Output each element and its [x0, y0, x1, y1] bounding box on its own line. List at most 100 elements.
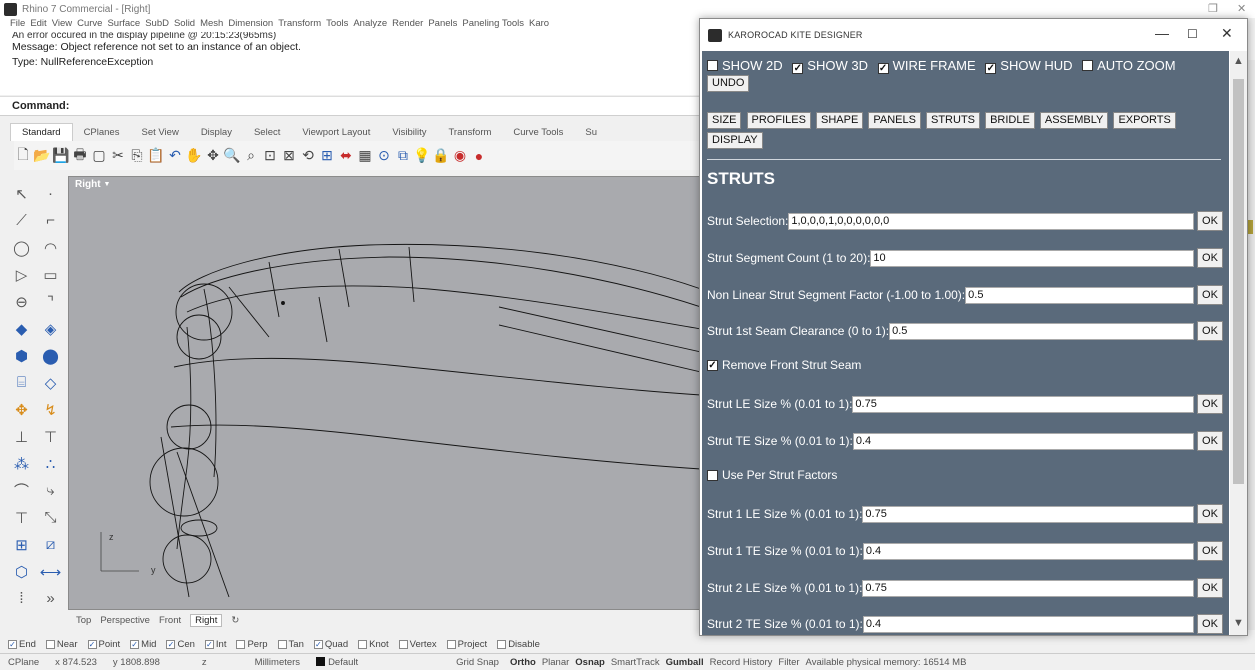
ok-strut-1-te-button[interactable]: OK [1197, 541, 1223, 561]
osnap-int[interactable]: ✓ Int [204, 639, 226, 650]
cplane-icon[interactable]: ⬌ [340, 147, 352, 163]
zoom-icon[interactable]: 🔍 [223, 147, 241, 163]
arc-icon[interactable]: ◠ [43, 239, 58, 257]
pan-icon[interactable]: ✋ [185, 147, 203, 163]
tab-front[interactable]: Front [158, 614, 182, 626]
undo-view-icon[interactable]: ⟲ [302, 147, 314, 163]
print-icon[interactable]: 🖶 [73, 145, 87, 162]
trim-icon[interactable]: ⊤ [43, 428, 58, 446]
close-icon[interactable]: ✕ [1237, 3, 1247, 15]
osnap-checkbox[interactable]: ✓ [130, 639, 140, 649]
option-show-hud[interactable]: ✓ SHOW HUD [985, 58, 1073, 74]
tab-right[interactable]: Right [190, 613, 223, 627]
option-show-3d[interactable]: ✓ SHOW 3D [792, 58, 868, 74]
cut-icon[interactable]: ✂ [112, 147, 124, 163]
split-icon[interactable]: ⊥ [14, 428, 29, 446]
scroll-up-icon[interactable]: ▲ [1233, 55, 1244, 67]
row-use-per-strut[interactable]: Use Per Strut Factors [707, 468, 837, 482]
array-icon[interactable]: ⊞ [15, 536, 28, 554]
osnap-disable[interactable]: Disable [497, 639, 540, 650]
osnap-end[interactable]: ✓ End [8, 639, 36, 650]
tab-curve-tools[interactable]: Curve Tools [513, 127, 564, 138]
viewport-title[interactable]: Right ▼ [75, 179, 110, 190]
dialog-scrollbar[interactable]: ▲ ▼ [1230, 51, 1247, 635]
rectangle-icon[interactable]: ▭ [43, 266, 58, 284]
dialog-close-icon[interactable]: ✕ [1221, 25, 1233, 41]
osnap-checkbox[interactable] [446, 639, 456, 649]
layer-icon[interactable]: ⧉ [398, 147, 408, 163]
box-icon[interactable]: ⬢ [14, 347, 29, 365]
checkbox-remove-front-seam[interactable]: ✓ [707, 359, 718, 371]
light-icon[interactable]: 💡 [413, 147, 431, 163]
refresh-icon[interactable]: ↻ [231, 614, 240, 626]
status-filter[interactable]: Filter [778, 656, 800, 668]
ok-seam-clearance-button[interactable]: OK [1197, 321, 1223, 341]
panel-tab-icon[interactable] [1246, 220, 1253, 234]
ok-nonlinear-factor-button[interactable]: OK [1197, 285, 1223, 305]
osnap-vertex[interactable]: Vertex [398, 639, 437, 650]
status-planar[interactable]: Planar [541, 656, 570, 668]
status-layer[interactable]: Default [308, 656, 448, 668]
checkbox-show-2d[interactable] [707, 60, 718, 71]
checkbox-use-per-strut[interactable] [707, 469, 718, 481]
loft-icon[interactable]: ◈ [44, 320, 57, 338]
menu-curve[interactable]: Curve [77, 18, 103, 29]
mirror-icon[interactable]: ⊤ [14, 509, 29, 527]
status-grid-snap[interactable]: Grid Snap [456, 656, 499, 668]
group-icon[interactable]: ⁂ [14, 455, 29, 473]
join-icon[interactable]: ∴ [45, 455, 56, 473]
tab-transform[interactable]: Transform [448, 127, 492, 138]
mesh-icon[interactable]: ⬡ [14, 563, 29, 581]
right-viewport[interactable]: Right ▼ z y [68, 176, 700, 610]
osnap-mid[interactable]: ✓ Mid [130, 639, 156, 650]
menu-subd[interactable]: SubD [145, 18, 169, 29]
input-strut-1-le[interactable] [862, 505, 1194, 523]
input-te-size[interactable] [852, 432, 1194, 450]
osnap-checkbox[interactable]: ✓ [8, 639, 17, 649]
select-icon[interactable]: ⊙ [378, 147, 390, 163]
material-icon[interactable]: ◉ [453, 147, 467, 163]
status-units[interactable]: Millimeters [254, 656, 301, 668]
menu-file[interactable]: File [10, 18, 26, 29]
paste-icon[interactable]: 📋 [147, 147, 165, 163]
surface-icon[interactable]: ◆ [15, 320, 28, 338]
maximize-icon[interactable]: ☐ [1187, 27, 1198, 41]
four-view-icon[interactable]: ⊞ [321, 147, 333, 163]
command-input[interactable] [75, 100, 700, 112]
more-tools-icon[interactable]: ⁞ [19, 590, 24, 607]
option-wire-frame[interactable]: ✓ WIRE FRAME [877, 58, 976, 74]
tab-visibility[interactable]: Visibility [392, 127, 427, 138]
tab-viewport-layout[interactable]: Viewport Layout [302, 127, 371, 138]
osnap-near[interactable]: Near [45, 639, 78, 650]
status-cplane[interactable]: CPlane [8, 656, 40, 668]
menu-mesh[interactable]: Mesh [200, 18, 224, 29]
menu-tools[interactable]: Tools [326, 18, 349, 29]
status-gumball[interactable]: Gumball [665, 656, 704, 668]
undo-icon[interactable]: ↶ [169, 147, 181, 163]
ok-strut-selection-button[interactable]: OK [1197, 211, 1223, 231]
status-record-history[interactable]: Record History [709, 656, 773, 668]
checkbox-show-3d[interactable]: ✓ [792, 63, 804, 74]
undo-button[interactable]: UNDO [707, 75, 750, 92]
line-icon[interactable]: ⟋ [16, 212, 27, 229]
scale-icon[interactable]: ⤡ [44, 509, 57, 526]
status-ortho[interactable]: Ortho [509, 656, 536, 668]
menu-analyze[interactable]: Analyze [353, 18, 388, 29]
fillet-icon[interactable]: ⌝ [46, 293, 55, 311]
osnap-checkbox[interactable] [45, 639, 55, 649]
osnap-checkbox[interactable] [398, 639, 408, 649]
osnap-quad[interactable]: ✓ Quad [313, 639, 348, 650]
copy-icon[interactable]: ⎘ [131, 147, 143, 163]
ok-segment-count-button[interactable]: OK [1197, 248, 1223, 268]
osnap-checkbox[interactable]: ✓ [166, 639, 176, 649]
rotate-view-icon[interactable]: ✥ [207, 147, 219, 163]
osnap-checkbox[interactable] [277, 639, 287, 649]
status-smarttrack[interactable]: SmartTrack [610, 656, 660, 668]
osnap-checkbox[interactable]: ✓ [204, 639, 214, 649]
menu-panels[interactable]: Panels [428, 18, 458, 29]
grid-icon[interactable]: ▦ [358, 147, 372, 163]
circle-icon[interactable]: ◯ [13, 239, 30, 257]
open-file-icon[interactable]: 📂 [33, 147, 51, 163]
menu-transform[interactable]: Transform [278, 18, 322, 29]
nav-shape-button[interactable]: SHAPE [815, 112, 864, 129]
